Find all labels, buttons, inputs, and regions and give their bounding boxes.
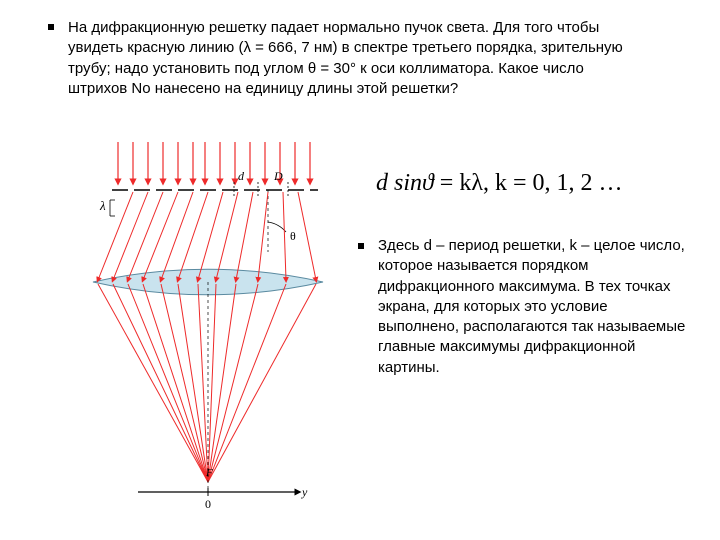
svg-text:λ: λ: [99, 198, 106, 213]
formula-theta: ϑ: [422, 170, 434, 196]
diagram-svg: λ d Dθ 0 y F: [38, 142, 338, 522]
diffraction-formula: d sinϑ = kλ, k = 0, 1, 2 …: [376, 170, 623, 197]
formula-eq: = kλ,: [434, 170, 489, 196]
formula-lhs: d sin: [376, 170, 422, 196]
svg-text:F: F: [205, 467, 213, 479]
svg-text:D: D: [273, 169, 283, 183]
svg-text:y: y: [301, 485, 308, 499]
svg-text:d: d: [238, 169, 245, 183]
explanation-text: Здесь d – период решетки, k – целое числ…: [378, 236, 688, 378]
diffraction-diagram: λ d Dθ 0 y F: [38, 142, 338, 522]
formula-rhs: k = 0, 1, 2 …: [489, 170, 623, 196]
svg-text:0: 0: [205, 497, 211, 511]
svg-text:θ: θ: [290, 229, 296, 243]
bullet-marker: [48, 24, 54, 30]
bullet-marker-2: [358, 243, 364, 249]
problem-text: На дифракционную решетку падает нормальн…: [68, 18, 628, 99]
